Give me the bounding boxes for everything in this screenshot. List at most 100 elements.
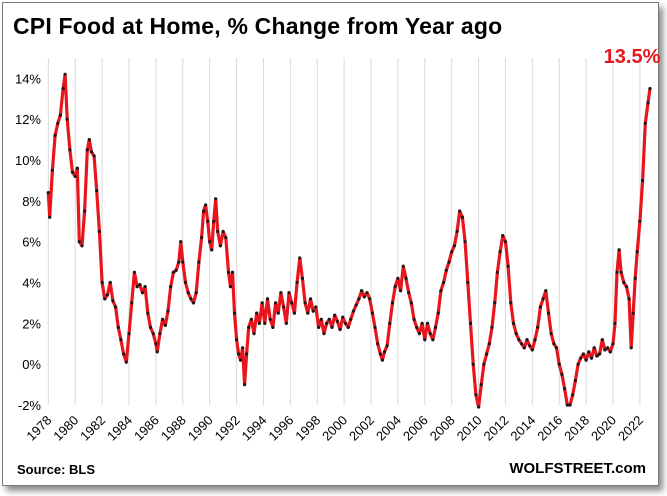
annotation-layer: 13.5% [604,46,661,68]
data-point [226,270,231,274]
y-tick-label: 10% [15,153,41,168]
data-point [319,317,323,321]
data-point [378,352,382,356]
data-point [268,317,272,321]
data-point [200,236,204,240]
data-point [186,291,190,295]
data-point [335,319,339,323]
data-point [407,291,411,295]
data-point [73,174,77,178]
y-tick-label: -2% [18,398,42,413]
data-point [584,358,588,362]
data-point [452,244,456,248]
data-point [330,325,334,329]
data-point [255,311,259,315]
data-point [393,285,397,289]
data-point [412,317,416,321]
data-point [276,311,280,315]
data-point [243,383,247,387]
x-tick-label: 2020 [588,413,619,444]
data-point [606,346,610,350]
data-point [80,244,84,248]
data-point [592,346,596,350]
data-point [252,332,256,336]
data-point [83,209,87,213]
data-point [311,309,315,313]
data-point [263,321,267,325]
data-point [382,350,387,354]
y-tick-label: 6% [22,235,41,250]
data-point [357,297,361,301]
y-tick-label: 2% [22,316,41,331]
brand-label: WOLFSTREET.com [509,460,646,477]
data-point [68,148,72,152]
data-point [428,332,432,336]
data-point [390,301,395,305]
data-point [143,285,147,289]
data-point [538,305,543,309]
data-point [396,276,400,280]
data-point [423,338,427,342]
data-point [166,309,170,313]
data-point [646,101,650,105]
data-point [589,356,594,360]
y-tick-label: 8% [22,194,41,209]
data-point [598,352,602,356]
data-point [274,301,278,305]
x-tick-label: 2014 [507,413,538,444]
data-point [58,113,63,117]
data-point [161,317,165,321]
data-point [124,360,128,364]
data-point [485,352,489,356]
data-point [447,260,451,264]
data-point [631,311,635,315]
data-point [308,297,313,301]
data-point [290,301,294,305]
x-tick-label: 1984 [104,413,135,444]
x-tick-label: 1998 [292,413,323,444]
data-point [346,325,350,329]
data-point [444,268,448,272]
data-point [216,229,220,234]
data-point [245,352,249,356]
data-point [127,332,131,336]
x-tick-label: 2016 [534,413,565,444]
data-point [232,311,237,315]
data-point [613,321,617,325]
data-point [376,342,380,346]
data-point [119,338,123,342]
data-point [587,350,591,354]
data-point [221,229,225,234]
data-point [638,219,642,223]
data-point [544,289,548,293]
data-point [431,338,435,342]
y-tick-label: 12% [15,112,41,127]
data-point [571,393,575,397]
data-point [493,301,497,305]
data-point [87,138,91,142]
x-tick-label: 2006 [400,413,431,444]
data-point [420,321,424,325]
data-point [130,301,134,305]
data-point [338,327,342,332]
data-point [409,301,413,305]
data-point [224,236,228,240]
data-point [249,317,253,321]
data-point [177,260,181,264]
data-point [48,215,52,219]
data-point [417,332,421,336]
data-point [146,311,150,315]
source-label: Source: BLS [17,462,96,477]
data-point [643,121,647,125]
data-point [237,352,241,356]
data-point [536,325,540,329]
data-point [151,332,155,336]
data-point [103,297,107,301]
data-point [455,229,459,234]
data-point [108,280,112,285]
data-point [158,332,162,336]
data-point [212,219,216,223]
x-tick-label: 2002 [346,413,377,444]
data-point [89,150,93,154]
data-point [563,387,567,391]
